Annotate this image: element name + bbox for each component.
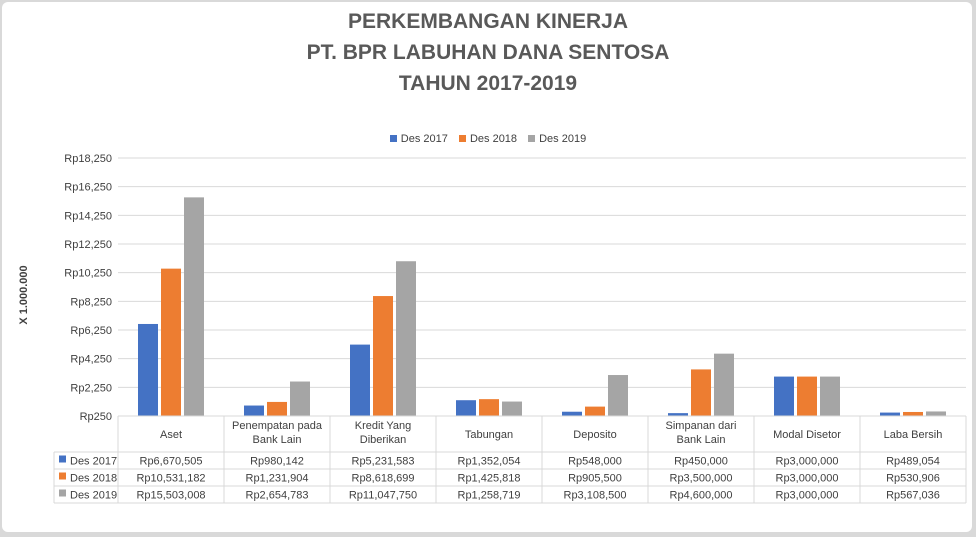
bar-simpanan-dari-bank-lain-des-2017 [668, 413, 688, 416]
y-tick-label-8: Rp16,250 [64, 182, 112, 194]
bar-kredit-yang-diberikan-des-2018 [373, 296, 393, 416]
legend-item-des-2019: Des 2019 [528, 133, 586, 145]
bar-tabungan-des-2017 [456, 400, 476, 416]
bar-tabungan-des-2019 [502, 401, 522, 416]
bar-simpanan-dari-bank-lain-des-2019 [714, 353, 734, 416]
y-tick-label-4: Rp8,250 [70, 296, 112, 308]
data-label-des-2017-tabungan: Rp1,352,054 [458, 456, 521, 468]
category-label-penempatan-pada-bank-lain-1: Bank Lain [253, 434, 302, 446]
y-tick-label-1: Rp2,250 [70, 382, 112, 394]
legend-swatch-des-2017 [389, 135, 397, 142]
y-tick-label-7: Rp14,250 [64, 210, 112, 222]
data-label-des-2017-aset: Rp6,670,505 [140, 456, 203, 468]
bar-deposito-des-2017 [562, 411, 582, 416]
bar-modal-disetor-des-2019 [820, 376, 840, 416]
data-label-des-2018-aset: Rp10,531,182 [136, 473, 205, 485]
legend-label-des-2018: Des 2018 [469, 133, 518, 145]
table-legend-swatch-des-2019 [59, 489, 66, 497]
bar-tabungan-des-2018 [479, 399, 499, 416]
data-label-des-2017-laba-bersih: Rp489,054 [886, 456, 940, 468]
category-label-modal-disetor-0: Modal Disetor [773, 429, 841, 441]
category-label-simpanan-dari-bank-lain-1: Bank Lain [677, 434, 726, 446]
legend: Des 2017 Des 2018 Des 2019 [0, 133, 976, 145]
data-label-des-2017-kredit-yang-diberikan: Rp5,231,583 [352, 456, 415, 468]
bar-aset-des-2017 [138, 323, 158, 416]
category-label-deposito-0: Deposito [573, 429, 616, 441]
data-label-des-2018-tabungan: Rp1,425,818 [458, 473, 521, 485]
bar-deposito-des-2018 [585, 406, 605, 416]
data-label-des-2018-penempatan-pada-bank-lain: Rp1,231,904 [246, 473, 309, 485]
title-line-3: TAHUN 2017-2019 [398, 72, 578, 95]
category-label-kredit-yang-diberikan-1: Diberikan [360, 434, 406, 446]
category-label-penempatan-pada-bank-lain-0: Penempatan pada [232, 420, 323, 432]
legend-item-des-2017: Des 2017 [389, 133, 448, 145]
data-label-des-2018-modal-disetor: Rp3,000,000 [776, 473, 839, 485]
category-label-kredit-yang-diberikan-0: Kredit Yang [355, 420, 411, 432]
y-tick-label-3: Rp6,250 [70, 325, 112, 337]
bar-simpanan-dari-bank-lain-des-2018 [691, 369, 711, 416]
data-label-des-2019-aset: Rp15,503,008 [136, 490, 205, 502]
table-legend-swatch-des-2017 [59, 455, 66, 463]
data-label-des-2018-laba-bersih: Rp530,906 [886, 473, 940, 485]
bar-penempatan-pada-bank-lain-des-2017 [244, 405, 264, 416]
legend-swatch-des-2018 [458, 135, 466, 142]
legend-label-des-2019: Des 2019 [539, 133, 587, 145]
data-label-des-2018-simpanan-dari-bank-lain: Rp3,500,000 [670, 473, 733, 485]
data-label-des-2018-kredit-yang-diberikan: Rp8,618,699 [352, 473, 415, 485]
data-label-des-2019-deposito: Rp3,108,500 [564, 490, 627, 502]
title-line-1: PERKEMBANGAN KINERJA [347, 10, 629, 33]
category-label-laba-bersih-0: Laba Bersih [884, 429, 943, 441]
bar-aset-des-2019 [184, 197, 204, 416]
category-label-simpanan-dari-bank-lain-0: Simpanan dari [666, 420, 737, 432]
y-tick-label-2: Rp4,250 [70, 354, 112, 366]
data-label-des-2017-penempatan-pada-bank-lain: Rp980,142 [250, 456, 304, 468]
chart-title: PERKEMBANGAN KINERJA PT. BPR LABUHAN DAN… [0, 6, 976, 99]
data-label-des-2019-modal-disetor: Rp3,000,000 [776, 490, 839, 502]
data-label-des-2017-deposito: Rp548,000 [568, 456, 622, 468]
data-label-des-2017-simpanan-dari-bank-lain: Rp450,000 [674, 456, 728, 468]
data-label-des-2019-simpanan-dari-bank-lain: Rp4,600,000 [670, 490, 733, 502]
data-label-des-2019-laba-bersih: Rp567,036 [886, 490, 940, 502]
bar-penempatan-pada-bank-lain-des-2019 [290, 381, 310, 416]
category-label-tabungan-0: Tabungan [465, 429, 513, 441]
y-tick-label-0: Rp250 [80, 411, 112, 423]
bar-deposito-des-2019 [608, 375, 628, 416]
data-label-des-2019-penempatan-pada-bank-lain: Rp2,654,783 [246, 490, 309, 502]
table-series-name-des-2018: Des 2018 [70, 473, 117, 485]
data-label-des-2019-tabungan: Rp1,258,719 [458, 490, 521, 502]
table-series-name-des-2019: Des 2019 [70, 490, 117, 502]
bar-kredit-yang-diberikan-des-2017 [350, 344, 370, 416]
title-line-2: PT. BPR LABUHAN DANA SENTOSA [306, 41, 670, 64]
data-label-des-2018-deposito: Rp905,500 [568, 473, 622, 485]
bar-penempatan-pada-bank-lain-des-2018 [267, 401, 287, 416]
data-label-des-2017-modal-disetor: Rp3,000,000 [776, 456, 839, 468]
bar-laba-bersih-des-2019 [926, 411, 946, 416]
y-tick-label-9: Rp18,250 [64, 153, 112, 165]
category-label-aset-0: Aset [160, 429, 182, 441]
y-tick-label-6: Rp12,250 [64, 239, 112, 251]
bar-aset-des-2018 [161, 268, 181, 416]
legend-swatch-des-2019 [528, 135, 536, 142]
bar-kredit-yang-diberikan-des-2019 [396, 261, 416, 416]
legend-label-des-2017: Des 2017 [400, 133, 448, 145]
legend-item-des-2018: Des 2018 [458, 133, 518, 145]
table-legend-swatch-des-2018 [59, 472, 66, 480]
bar-modal-disetor-des-2017 [774, 376, 794, 416]
data-label-des-2019-kredit-yang-diberikan: Rp11,047,750 [349, 490, 417, 502]
y-tick-label-5: Rp10,250 [64, 268, 112, 280]
table-series-name-des-2017: Des 2017 [70, 456, 117, 468]
bar-laba-bersih-des-2018 [903, 411, 923, 416]
bar-laba-bersih-des-2017 [880, 412, 900, 416]
bar-modal-disetor-des-2018 [797, 376, 817, 416]
